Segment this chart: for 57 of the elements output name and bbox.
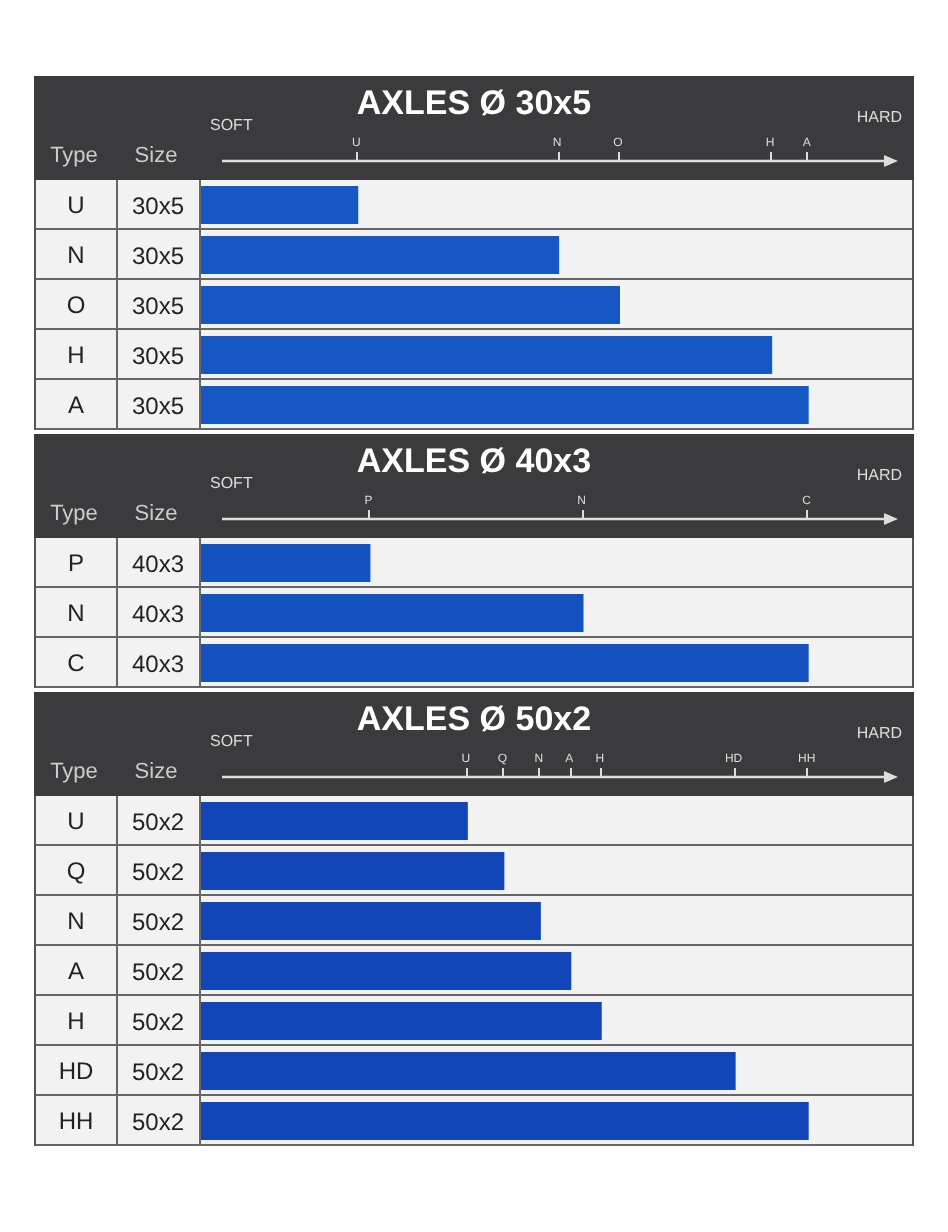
y-tick-label: N bbox=[67, 599, 85, 627]
y-tick-label: C bbox=[67, 649, 86, 677]
y-tick-label: A bbox=[67, 391, 85, 419]
chart-title: AXLES Ø 40x3 bbox=[356, 442, 592, 480]
y-tick-label: HD bbox=[58, 1057, 94, 1085]
y-tick-label: N bbox=[67, 241, 85, 269]
y-tick-label: O bbox=[66, 291, 86, 319]
y-tick-label: U bbox=[67, 191, 85, 219]
text: 30x5 bbox=[129, 242, 187, 270]
text: 50x2 bbox=[129, 958, 187, 986]
y-tick-label: U bbox=[67, 807, 85, 835]
text: 40x3 bbox=[129, 650, 187, 678]
bar bbox=[200, 802, 468, 840]
text: 50x2 bbox=[129, 1008, 187, 1036]
chart-title: AXLES Ø 50x2 bbox=[356, 700, 592, 738]
text: 50x2 bbox=[129, 908, 187, 936]
bar bbox=[200, 952, 572, 990]
text: 40x3 bbox=[129, 550, 187, 578]
text: 50x2 bbox=[129, 858, 187, 886]
text: 50x2 bbox=[129, 808, 187, 836]
text: Type bbox=[48, 144, 100, 168]
bar bbox=[200, 1052, 736, 1090]
bar bbox=[200, 852, 505, 890]
bar bbox=[200, 1102, 809, 1140]
bar bbox=[200, 902, 541, 940]
bar bbox=[200, 236, 560, 274]
text: 30x5 bbox=[129, 292, 187, 320]
bar bbox=[200, 286, 620, 324]
text: SOFT bbox=[210, 116, 253, 134]
y-tick-label: A bbox=[67, 957, 85, 985]
text: 30x5 bbox=[129, 392, 187, 420]
text: 30x5 bbox=[129, 192, 187, 220]
text: SOFT bbox=[210, 732, 253, 750]
y-tick-label: HH bbox=[58, 1107, 94, 1135]
y-tick-label: N bbox=[67, 907, 85, 935]
text: HARD bbox=[856, 108, 902, 126]
chart-title: AXLES Ø 30x5 bbox=[356, 84, 592, 122]
bar bbox=[200, 186, 359, 224]
text: 40x3 bbox=[129, 600, 187, 628]
text: SOFT bbox=[210, 474, 253, 492]
text: HARD bbox=[856, 724, 902, 742]
text: 50x2 bbox=[129, 1058, 187, 1086]
text: Size bbox=[132, 760, 180, 784]
text: HARD bbox=[856, 466, 902, 484]
y-tick-label: H bbox=[67, 1007, 85, 1035]
bar bbox=[200, 336, 773, 374]
text: Type bbox=[48, 502, 100, 526]
y-tick-label: Q bbox=[66, 857, 86, 885]
text: 30x5 bbox=[129, 342, 187, 370]
text: Size bbox=[132, 144, 180, 168]
text: 50x2 bbox=[129, 1108, 187, 1136]
y-tick-label: P bbox=[67, 549, 85, 577]
y-tick-label: H bbox=[67, 341, 85, 369]
bar bbox=[200, 1002, 602, 1040]
bar bbox=[200, 386, 809, 424]
text: Size bbox=[132, 502, 180, 526]
text: Type bbox=[48, 760, 100, 784]
